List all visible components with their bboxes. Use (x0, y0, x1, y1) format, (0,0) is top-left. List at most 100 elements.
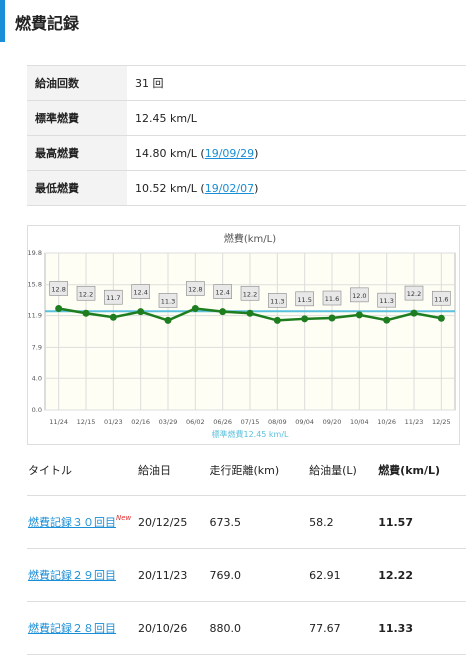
value-label: 11.6 (325, 295, 339, 303)
record-date: 20/10/26 (137, 601, 209, 655)
record-economy: 12.22 (377, 548, 466, 602)
column-header: 走行距離(km) (208, 445, 309, 496)
record-economy: 11.57 (377, 495, 466, 549)
label-box (404, 285, 424, 301)
point (246, 309, 254, 317)
summary-value: 10.52 km/L ( (135, 181, 205, 195)
value-label: 12.2 (79, 290, 93, 298)
summary-value: 12.45 km/L (135, 111, 197, 125)
value-label: 12.2 (407, 290, 421, 298)
record-distance: 769.0 (208, 548, 309, 602)
summary-label: 標準燃費 (27, 100, 127, 136)
date-link[interactable]: 19/09/29 (204, 146, 255, 160)
label-box (240, 285, 260, 301)
column-header: 給油日 (137, 445, 209, 496)
x-tick-label: 10/26 (377, 418, 396, 426)
point (301, 315, 309, 323)
summary-after: ) (254, 181, 259, 195)
title-cell: 燃費記録２９回目 (27, 548, 137, 602)
summary-row: 最低燃費 10.52 km/L (19/02/07) (27, 170, 466, 206)
records-header: タイトル 給油日 走行距離(km) 給油量(L) 燃費(km/L) (27, 445, 466, 496)
point (164, 316, 172, 324)
y-tick-label: 19.8 (28, 249, 42, 257)
label-box (350, 287, 369, 303)
point (137, 308, 145, 316)
record-economy: 11.33 (377, 601, 466, 655)
label-box (213, 284, 232, 299)
column-header: タイトル (27, 445, 137, 496)
y-tick-label: 4.0 (32, 374, 42, 382)
x-tick-label: 03/29 (159, 418, 178, 426)
label-box (295, 291, 314, 307)
record-date: 20/11/23 (137, 548, 209, 602)
y-tick-label: 11.9 (28, 312, 42, 320)
summary-row: 最高燃費 14.80 km/L (19/09/29) (27, 135, 466, 171)
y-tick-label: 7.9 (32, 343, 42, 351)
summary-row: 給油回数 31 回 (27, 65, 466, 101)
value-label: 11.7 (106, 294, 120, 302)
y-tick-label: 0.0 (32, 406, 42, 414)
value-label: 12.4 (133, 289, 147, 297)
value-label: 12.2 (243, 290, 257, 298)
record-fuel: 58.2 (308, 495, 378, 549)
summary-value: 31 回 (135, 77, 164, 90)
summary-value: 14.80 km/L ( (135, 146, 205, 160)
x-tick-label: 12/15 (77, 418, 96, 426)
record-date: 20/12/25 (137, 495, 209, 549)
summary-label: 給油回数 (27, 65, 127, 101)
x-tick-label: 08/09 (268, 418, 287, 426)
chart-title: 燃費(km/L) (224, 232, 276, 245)
record-row: 燃費記録２９回目 20/11/23 769.0 62.91 12.22 (27, 548, 466, 602)
records-table: タイトル 給油日 走行距離(km) 給油量(L) 燃費(km/L) 燃費記録３０回目New… (27, 445, 466, 655)
label-box (432, 290, 451, 306)
title-cell: 燃費記録３０回目New (27, 495, 137, 549)
summary-value-cell: 12.45 km/L (127, 100, 466, 136)
average-legend: 標準燃費12.45 km/L (211, 429, 289, 439)
record-fuel: 62.91 (308, 548, 378, 602)
record-link[interactable]: 燃費記録２９回目 (28, 569, 116, 582)
point (410, 309, 418, 317)
value-label: 11.5 (297, 296, 311, 304)
date-link[interactable]: 19/02/07 (204, 181, 255, 195)
summary-label: 最高燃費 (27, 135, 127, 171)
label-box (186, 281, 205, 296)
label-box (322, 290, 342, 306)
point (355, 311, 363, 319)
x-tick-label: 06/26 (213, 418, 232, 426)
value-label: 12.0 (352, 292, 366, 300)
record-row: 燃費記録２８回目 20/10/26 880.0 77.67 11.33 (27, 601, 466, 655)
point (273, 316, 281, 324)
record-distance: 880.0 (208, 601, 309, 655)
summary-value-cell: 14.80 km/L (19/09/29) (127, 135, 466, 171)
x-tick-label: 12/25 (432, 418, 451, 426)
point (219, 308, 227, 316)
header: 燃費記録 (0, 0, 466, 42)
record-link[interactable]: 燃費記録２８回目 (28, 622, 116, 635)
label-box (76, 285, 96, 301)
value-label: 11.3 (379, 297, 393, 305)
title-cell: 燃費記録２８回目 (27, 601, 137, 655)
record-distance: 673.5 (208, 495, 309, 549)
point (328, 314, 336, 322)
y-tick-label: 15.8 (28, 281, 42, 289)
record-link[interactable]: 燃費記録３０回目 (28, 516, 116, 529)
chart: 燃費(km/L) 11/24 12/15 01/23 02/16 03/29 06/02 06… (27, 225, 460, 445)
column-header: 給油量(L) (308, 445, 378, 496)
label-box (49, 281, 68, 296)
summary-after: ) (254, 146, 259, 160)
label-box (158, 293, 178, 308)
point (109, 313, 117, 321)
value-label: 12.8 (51, 286, 65, 294)
new-badge: New (116, 514, 132, 522)
summary-value-cell: 10.52 km/L (19/02/07) (127, 170, 466, 206)
point (383, 316, 391, 324)
x-tick-label: 01/23 (104, 418, 123, 426)
point (82, 309, 90, 317)
point (191, 305, 199, 313)
record-row: 燃費記録３０回目New 20/12/25 673.5 58.2 11.57 (27, 495, 466, 549)
point (437, 314, 445, 322)
label-box (104, 289, 123, 305)
value-label: 11.3 (161, 297, 175, 305)
label-box (377, 292, 396, 308)
